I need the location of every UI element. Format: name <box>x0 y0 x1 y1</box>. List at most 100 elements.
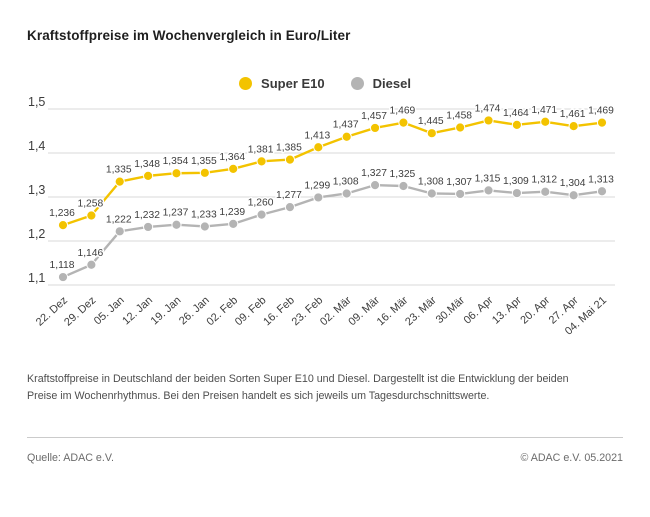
x-tick-label: 30.Mär <box>434 294 468 326</box>
value-label: 1,277 <box>276 190 302 201</box>
source-left: Quelle: ADAC e.V. <box>27 452 114 464</box>
value-label: 1,222 <box>106 214 132 225</box>
gridlines <box>48 108 615 286</box>
data-point-marker <box>313 142 324 153</box>
x-tick-label: 20. Apr <box>518 294 552 326</box>
x-tick-label: 09. Feb <box>233 294 269 328</box>
value-label: 1,312 <box>531 175 557 186</box>
x-tick-label: 23. Mär <box>403 294 439 328</box>
series-diesel <box>57 180 608 283</box>
data-point-marker <box>86 259 97 270</box>
value-label: 1,232 <box>134 210 160 221</box>
value-label: 1,118 <box>49 260 74 271</box>
data-point-marker <box>426 128 437 139</box>
value-label: 1,237 <box>163 208 189 219</box>
data-point-marker <box>313 192 324 203</box>
data-point-marker <box>511 187 522 199</box>
value-label: 1,325 <box>390 169 416 180</box>
value-label: 1,348 <box>134 159 160 170</box>
data-point-marker <box>398 117 409 128</box>
x-tick-label: 19. Jan <box>149 294 184 327</box>
source-right: © ADAC e.V. 05.2021 <box>520 452 623 464</box>
data-point-marker <box>540 186 551 197</box>
data-point-marker <box>596 186 608 197</box>
value-label: 1,461 <box>560 109 586 120</box>
data-point-marker <box>341 131 352 142</box>
value-label: 1,469 <box>588 106 614 117</box>
y-tick-label: 1,2 <box>28 227 45 241</box>
value-label: 1,381 <box>248 144 274 155</box>
footer-divider <box>27 437 623 438</box>
value-label: 1,457 <box>361 111 387 122</box>
super-e10-dot-icon <box>239 77 253 90</box>
legend-item-diesel: Diesel <box>350 76 411 91</box>
value-label: 1,307 <box>446 177 472 188</box>
value-label: 1,354 <box>163 156 189 167</box>
value-label: 1,437 <box>333 120 359 131</box>
value-label: 1,474 <box>475 103 501 114</box>
y-axis-labels: 1,1 1,2 1,3 1,4 1,5 <box>28 95 45 285</box>
value-label: 1,260 <box>248 198 274 209</box>
data-point-marker <box>171 168 182 179</box>
value-label: 1,445 <box>418 116 444 127</box>
value-label: 1,304 <box>560 178 586 189</box>
y-tick-label: 1,5 <box>28 95 45 109</box>
value-label: 1,258 <box>77 198 103 209</box>
x-tick-label: 16. Feb <box>261 294 297 328</box>
data-point-marker <box>398 180 409 192</box>
data-point-marker <box>143 170 154 181</box>
value-label: 1,471 <box>531 105 557 116</box>
series-line-diesel <box>61 183 604 279</box>
x-tick-label: 29. Dez <box>62 294 98 328</box>
value-label: 1,469 <box>390 106 416 117</box>
data-point-marker <box>483 185 494 196</box>
data-point-marker <box>369 122 381 134</box>
legend-item-super-e10: Super E10 <box>239 76 325 91</box>
data-point-marker <box>540 116 551 127</box>
value-label: 1,313 <box>588 174 614 185</box>
x-tick-label: 05. Jan <box>92 294 127 327</box>
x-tick-label: 12. Jan <box>120 294 155 327</box>
data-point-marker <box>114 226 125 237</box>
data-point-marker <box>171 219 182 230</box>
series-super-e10 <box>57 115 608 231</box>
data-point-marker <box>256 156 267 167</box>
legend-label-diesel: Diesel <box>372 76 411 91</box>
value-label: 1,315 <box>475 173 501 184</box>
data-point-marker <box>511 119 522 130</box>
data-point-marker <box>455 122 466 133</box>
legend-label-super-e10: Super E10 <box>261 76 325 91</box>
data-point-marker <box>199 167 210 178</box>
data-point-marker <box>455 188 466 200</box>
value-label: 1,308 <box>418 176 444 187</box>
data-point-marker <box>341 188 352 199</box>
data-point-marker <box>143 221 154 233</box>
value-label: 1,146 <box>77 248 103 259</box>
value-label: 1,309 <box>503 176 529 187</box>
value-label: 1,236 <box>49 208 75 219</box>
data-point-marker <box>426 188 437 199</box>
value-label: 1,355 <box>191 156 217 167</box>
value-label: 1,385 <box>276 143 302 154</box>
value-label: 1,308 <box>333 176 359 187</box>
y-tick-label: 1,4 <box>28 139 45 153</box>
data-point-marker <box>596 117 608 128</box>
data-point-marker <box>199 221 210 232</box>
data-point-marker <box>568 121 579 132</box>
value-label: 1,239 <box>219 207 245 218</box>
diesel-dot-icon <box>350 77 364 90</box>
data-point-marker <box>568 190 579 201</box>
value-label: 1,413 <box>304 130 330 141</box>
value-label: 1,335 <box>106 165 132 176</box>
chart-legend: Super E10 Diesel <box>0 76 650 91</box>
value-label: 1,233 <box>191 209 217 220</box>
data-point-marker <box>114 176 125 187</box>
data-point-marker <box>228 163 239 174</box>
chart-description: Kraftstoffpreise in Deutschland der beid… <box>27 373 569 402</box>
data-point-marker <box>256 209 267 220</box>
value-label: 1,464 <box>503 108 529 119</box>
